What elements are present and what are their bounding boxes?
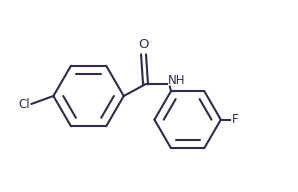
Text: O: O: [138, 38, 149, 51]
Text: NH: NH: [168, 74, 185, 87]
Text: Cl: Cl: [18, 98, 30, 111]
Text: F: F: [232, 113, 238, 126]
